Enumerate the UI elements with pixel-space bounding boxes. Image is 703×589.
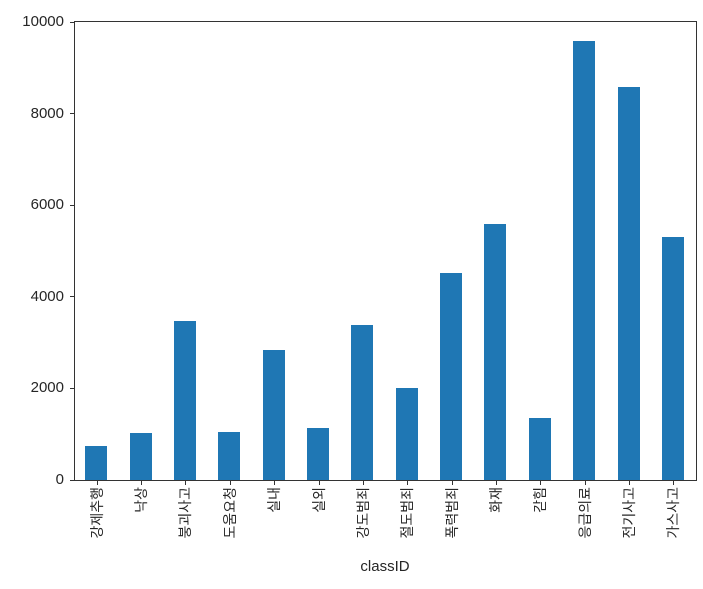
y-tick-label: 4000 [30,287,64,305]
x-tick-label: 폭력범죄 [443,487,460,539]
x-tick-mark [584,481,586,485]
x-tick-label: 낙상 [133,487,149,513]
x-tick-label: 강제추행 [88,487,105,539]
x-tick-label: 가스사고 [665,487,682,539]
bar-강제추행 [85,445,108,480]
x-tick-label: 전기사고 [621,487,637,539]
y-tick-mark [70,204,74,206]
bar-붕괴사고 [173,320,196,480]
x-tick-label: 절도범죄 [399,487,416,539]
bar-전기사고 [617,86,640,480]
x-tick-mark [407,481,409,485]
plot-area [74,21,697,481]
x-tick-mark [274,481,276,485]
y-tick-mark [70,113,74,115]
x-tick-label: 실내 [266,487,283,513]
x-tick-mark [451,481,453,485]
x-tick-label: 화재 [487,487,504,513]
x-tick-mark [96,481,98,485]
x-tick-mark [141,481,142,485]
bar-폭력범죄 [440,272,462,480]
y-tick-mark [70,387,74,389]
bar-도움요청 [218,431,241,480]
x-axis-title: classID [360,558,410,575]
y-tick-label: 0 [55,471,64,488]
bar-실외 [307,427,329,480]
x-tick-label: 붕괴사고 [177,487,194,539]
bar-갇힘 [528,417,551,480]
y-tick-label: 2000 [30,379,64,397]
x-tick-mark [362,481,364,485]
x-tick-mark [495,481,497,485]
x-tick-label: 강도범죄 [354,487,371,539]
x-tick-mark [318,481,320,485]
bar-절도범죄 [395,387,418,480]
y-tick-mark [70,21,74,23]
bar-강도범죄 [351,325,374,480]
bar-낙상 [129,432,152,480]
bar-실내 [262,349,285,480]
y-tick-label: 6000 [30,196,64,214]
bar-응급의료 [573,40,596,480]
x-tick-mark [629,481,630,485]
x-tick-label: 응급의료 [576,487,593,539]
bar-가스사고 [661,237,684,480]
y-tick-mark [70,479,74,481]
y-tick-mark [70,296,74,298]
bar-화재 [484,224,507,480]
x-tick-label: 도움요청 [221,487,238,539]
y-tick-label: 8000 [30,104,64,122]
x-tick-mark [229,481,231,485]
x-tick-mark [185,481,187,485]
y-tick-label: 10000 [22,13,64,30]
x-tick-mark [540,481,542,485]
x-tick-label: 실외 [310,487,327,513]
x-tick-label: 갇힘 [532,487,549,513]
x-tick-mark [673,481,675,485]
